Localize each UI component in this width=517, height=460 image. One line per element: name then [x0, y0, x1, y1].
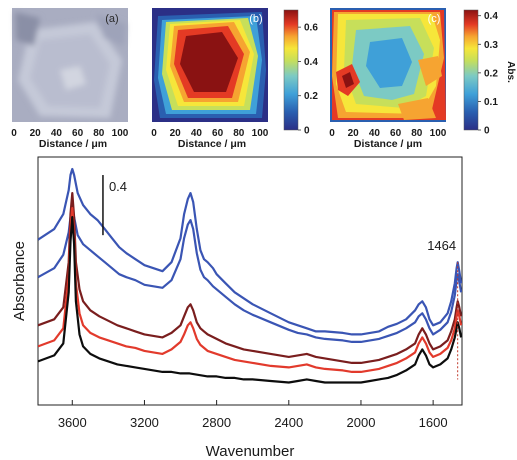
x-tick-label: 1600: [419, 415, 448, 430]
x-tick-label-b: 100: [252, 128, 269, 139]
x-tick-label-a: 60: [72, 128, 84, 139]
colorbar-tick-label: 0.4: [484, 11, 498, 22]
series-group: [38, 167, 462, 384]
x-tick-label-b: 20: [170, 128, 182, 139]
x-tick-label-c: 100: [430, 128, 447, 139]
series-line-2: [38, 210, 462, 343]
panel-label-c: (c): [428, 13, 441, 25]
x-tick-label-c: 60: [390, 128, 402, 139]
colorbar-tick-label: 0.2: [484, 68, 498, 79]
series-line-4: [38, 207, 462, 373]
panel-b: (b) 0 20 40 60 80 100 Distance / μm 0 0.2 0.4 0.…: [151, 8, 318, 150]
x-ticks-a: 0 20 40 60 80 100: [11, 128, 129, 139]
colorbar-ticks-c: 0 0.1 0.2 0.3 0.4: [478, 11, 498, 137]
colorbar-tick-label: 0: [484, 126, 490, 137]
scale-bar-label: 0.4: [109, 179, 127, 194]
x-axis-title-c: Distance / μm: [354, 138, 422, 150]
x-tick-label: 2000: [347, 415, 376, 430]
panel-label-a: (a): [105, 13, 118, 25]
x-tick-label: 3600: [58, 415, 87, 430]
x-tick-label-c: 80: [411, 128, 423, 139]
x-tick-label-b: 80: [233, 128, 245, 139]
colorbar-tick-label: 0.2: [304, 91, 318, 102]
panel-label-b: (b): [249, 13, 262, 25]
x-tick-label-b: 0: [151, 128, 157, 139]
colorbar-tick-label: 0.6: [304, 23, 318, 34]
colorbar-tick-label: 0.1: [484, 97, 498, 108]
y-axis-title-main: Absorbance: [11, 241, 28, 321]
x-tick-label-a: 40: [51, 128, 63, 139]
x-ticks-main: 3600 3200 2800 2400 2000 1600: [58, 400, 448, 430]
micrograph-image: [15, 12, 126, 118]
heatmap-b-level-7: [180, 32, 238, 92]
x-tick-label-b: 60: [212, 128, 224, 139]
x-ticks-b: 0 20 40 60 80 100: [151, 128, 269, 139]
colorbar-tick-label: 0.3: [484, 40, 498, 51]
spectra-panel: 3600 3200 2800 2400 2000 1600 Wavenumber Abso…: [11, 156, 463, 460]
series-line-3: [38, 192, 462, 364]
colorbar-ticks-b: 0 0.2 0.4 0.6: [298, 23, 318, 137]
x-tick-label-c: 40: [369, 128, 381, 139]
x-tick-label-c: 20: [348, 128, 360, 139]
heatmap-c-level-6: [366, 38, 412, 88]
heatmap-c-corner-patch: [398, 98, 436, 120]
x-axis-title-a: Distance / μm: [39, 138, 107, 150]
plot-frame: [37, 156, 463, 406]
x-tick-label: 2400: [274, 415, 303, 430]
x-tick-label: 2800: [202, 415, 231, 430]
panel-a: (a) 0 20 40 60 80 100 Distance / μm: [11, 8, 129, 150]
x-tick-label-a: 100: [112, 128, 129, 139]
x-tick-label-a: 80: [93, 128, 105, 139]
colorbar-c-label: Abs.: [505, 61, 516, 83]
heatmap-c-hotspot-core: [342, 72, 354, 88]
x-tick-label-c: 0: [329, 128, 335, 139]
colorbar-c: [463, 9, 479, 131]
x-ticks-c: 0 20 40 60 80 100: [329, 128, 447, 139]
peak-annotation: 1464: [427, 238, 456, 253]
x-axis-title-main: Wavenumber: [206, 443, 295, 460]
colorbar-tick-label: 0.4: [304, 57, 318, 68]
x-axis-title-b: Distance / μm: [178, 138, 246, 150]
series-line-1: [38, 167, 462, 336]
colorbar-b: [283, 9, 299, 131]
x-tick-label-a: 20: [30, 128, 42, 139]
x-tick-label-b: 40: [191, 128, 203, 139]
heatmap-c-edge-patch: [418, 56, 442, 86]
x-tick-label: 3200: [130, 415, 159, 430]
series-line-5: [38, 216, 462, 384]
colorbar-tick-label: 0: [304, 126, 310, 137]
x-tick-label-a: 0: [11, 128, 17, 139]
panel-c: (c) 0 20 40 60 80 100 Distance / μm 0 0.1 0.2 0.…: [329, 8, 516, 150]
